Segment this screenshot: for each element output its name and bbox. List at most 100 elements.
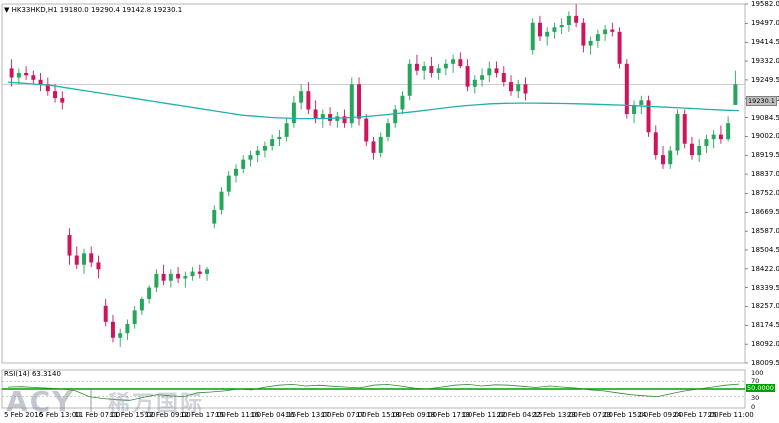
price-axis-label: 18504.5	[751, 245, 779, 254]
candlestick	[226, 171, 231, 197]
candlestick	[328, 107, 333, 126]
time-axis-label: 15 Feb 11:00	[215, 411, 262, 419]
watermark-divider	[90, 388, 92, 412]
candlestick	[82, 248, 86, 274]
candle-body	[226, 175, 231, 192]
time-axis: 5 Feb 2016 5 Feb 13:00 11 Feb 07:00 11 Feb …	[0, 411, 754, 423]
rsi-chart[interactable]	[0, 367, 779, 411]
candlestick	[429, 56, 434, 78]
candlestick	[205, 267, 210, 281]
candle-body	[537, 22, 542, 37]
candlestick	[132, 305, 137, 329]
time-axis-label: 23 Feb 07:00	[567, 411, 613, 419]
candlestick	[183, 271, 188, 288]
candlestick	[168, 269, 173, 288]
candle-body	[559, 25, 564, 28]
candlestick	[219, 187, 224, 215]
candle-body	[255, 150, 260, 156]
candle-body	[530, 22, 535, 51]
time-axis-label: 24 Feb 09:00	[637, 411, 684, 419]
candle-body	[487, 68, 492, 76]
candle-body	[480, 75, 485, 80]
candle-body	[617, 31, 622, 64]
time-axis-label: 23 Feb 15:00	[602, 411, 649, 419]
candle-body	[545, 31, 550, 37]
candle-body	[422, 66, 427, 71]
candle-body	[639, 100, 644, 105]
candle-body	[328, 114, 333, 121]
candlestick	[335, 111, 340, 128]
candlestick	[270, 134, 275, 151]
candlestick	[364, 114, 369, 147]
candlestick	[697, 139, 702, 162]
candle-body	[154, 273, 159, 288]
candlestick	[74, 246, 79, 270]
candlestick	[385, 118, 390, 142]
candlestick	[704, 134, 709, 153]
rsi-scale-70: 70	[751, 377, 760, 385]
candle-body	[306, 91, 311, 110]
rsi-indicator-label: RSI(14) 63.3140	[4, 370, 61, 378]
candlestick	[212, 205, 217, 229]
candlestick	[523, 77, 528, 101]
candlestick	[603, 25, 608, 41]
candlestick	[103, 298, 108, 327]
candlestick	[16, 68, 21, 85]
price-axis-label: 18009.5	[751, 359, 779, 367]
candlestick	[689, 136, 694, 160]
rsi-line	[7, 383, 740, 401]
candle-body	[689, 143, 694, 156]
candle-body	[31, 75, 36, 80]
candlestick	[161, 264, 166, 286]
candle-body	[60, 98, 65, 103]
candle-body	[277, 136, 282, 140]
candle-body	[82, 253, 86, 265]
price-axis-label: 19249.5	[751, 75, 779, 84]
time-axis-label: 11 Feb 07:00	[74, 411, 121, 419]
candlestick	[96, 255, 101, 279]
candle-body	[566, 15, 571, 26]
candlestick	[581, 18, 586, 53]
candlestick	[393, 104, 398, 128]
time-axis-label: 17 Feb 07:00	[320, 411, 367, 419]
candlestick	[443, 59, 448, 76]
price-axis-label: 19497.0	[751, 19, 779, 28]
candlestick	[118, 328, 123, 347]
candle-body	[378, 136, 383, 153]
candlestick	[661, 146, 665, 169]
candle-body	[603, 29, 608, 35]
candle-body	[103, 305, 108, 322]
candle-body	[624, 63, 629, 115]
candle-body	[552, 27, 557, 32]
candle-body	[168, 273, 173, 281]
price-chart[interactable]	[0, 0, 779, 367]
candle-body	[67, 235, 72, 256]
candle-body	[284, 123, 289, 137]
candle-body	[132, 310, 137, 325]
price-axis-label: 19332.0	[751, 57, 779, 66]
candlestick	[241, 155, 246, 174]
candle-body	[523, 84, 528, 94]
price-axis-label: 18919.5	[751, 151, 779, 160]
rsi-scale-0: 0	[751, 403, 756, 411]
candlestick	[277, 130, 282, 147]
candle-body	[190, 271, 195, 277]
candle-body	[53, 91, 58, 99]
price-axis-label: 18257.0	[751, 302, 779, 311]
price-axis-label: 18752.0	[751, 189, 779, 198]
candle-body	[414, 63, 419, 71]
candlestick	[487, 61, 492, 83]
candlestick	[284, 118, 289, 142]
candle-body	[176, 273, 181, 279]
candlestick	[299, 84, 304, 110]
price-axis-label: 18837.0	[751, 170, 779, 179]
candle-body	[393, 109, 398, 124]
candle-body	[248, 155, 253, 160]
price-axis-label: 18587.0	[751, 227, 779, 236]
candlestick	[110, 314, 115, 343]
candlestick	[248, 150, 253, 167]
time-axis-label: 18 Feb 09:00	[391, 411, 438, 419]
candlestick	[624, 59, 629, 119]
candlestick	[574, 4, 579, 28]
